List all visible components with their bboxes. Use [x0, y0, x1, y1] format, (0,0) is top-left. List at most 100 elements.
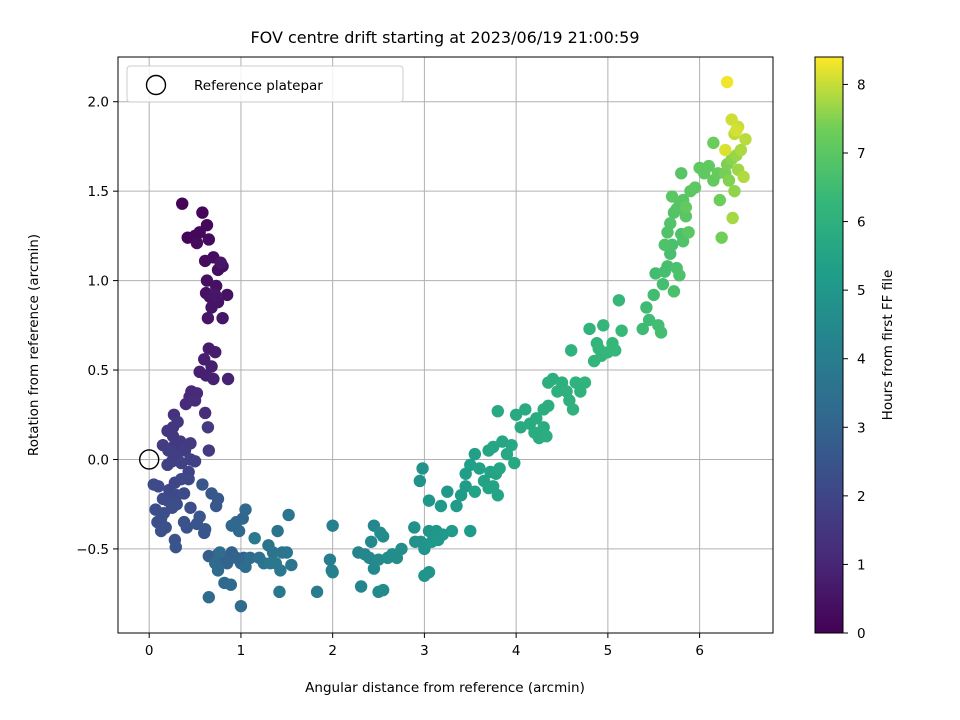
colorbar-tick-label: 7 [857, 146, 866, 162]
data-point [665, 190, 679, 203]
x-tick-label: 3 [420, 643, 429, 659]
data-point [413, 474, 427, 488]
data-point [583, 322, 596, 336]
data-point [725, 113, 738, 126]
data-point [196, 478, 209, 491]
data-point [493, 462, 506, 475]
data-point [248, 531, 261, 545]
data-point [734, 143, 748, 157]
x-tick-label: 1 [237, 643, 246, 659]
data-point [323, 553, 337, 566]
data-point [636, 322, 649, 336]
data-point [176, 197, 189, 210]
data-point [182, 472, 195, 486]
data-point [728, 184, 741, 198]
data-point [177, 487, 191, 500]
plot-frame [117, 56, 774, 634]
data-point [326, 519, 339, 532]
data-point [656, 277, 670, 291]
data-point [202, 444, 216, 457]
data-point [188, 455, 202, 468]
data-point [487, 440, 500, 454]
data-point [188, 394, 202, 407]
legend-label: Reference platepar [194, 78, 323, 94]
data-point [422, 494, 436, 507]
data-point [642, 313, 656, 327]
y-tick-label: 2.0 [88, 95, 109, 111]
data-point [264, 557, 277, 570]
legend: Reference platepar [126, 65, 404, 103]
data-point [664, 217, 677, 230]
data-point [450, 499, 463, 513]
data-point [647, 288, 660, 302]
data-point [201, 311, 215, 325]
data-points [147, 75, 752, 613]
data-point [519, 403, 532, 416]
data-point [354, 580, 368, 593]
data-point [464, 524, 477, 538]
x-axis-ticks: 0 1 2 3 4 5 6 [145, 633, 704, 659]
data-point [722, 174, 736, 187]
x-tick-label: 0 [145, 643, 154, 659]
data-point [612, 294, 626, 307]
data-point [216, 311, 229, 325]
data-point [661, 260, 674, 273]
colorbar-tick-label: 8 [857, 77, 866, 93]
data-point [273, 585, 286, 599]
data-point [688, 181, 702, 194]
colorbar-tick-label: 3 [857, 420, 866, 436]
data-point [149, 503, 162, 516]
data-point [564, 344, 578, 357]
data-point [542, 399, 555, 413]
data-point [702, 159, 715, 173]
data-point [422, 565, 436, 579]
data-point [459, 480, 472, 493]
data-point [720, 75, 734, 89]
data-point [530, 412, 543, 425]
data-point [280, 546, 293, 559]
data-point [676, 235, 690, 248]
data-point [202, 233, 216, 246]
data-point [416, 462, 429, 475]
data-point [202, 591, 216, 604]
y-tick-label: 1.0 [88, 274, 109, 290]
data-point [713, 193, 726, 207]
data-point [221, 372, 235, 386]
data-point [282, 508, 295, 522]
data-point [239, 503, 252, 516]
data-point [737, 170, 750, 184]
x-tick-label: 4 [512, 643, 521, 659]
data-point [266, 546, 280, 559]
data-point [609, 344, 622, 357]
data-point [508, 456, 521, 470]
y-tick-label: 0.5 [88, 363, 109, 379]
data-point [170, 498, 183, 511]
data-point [147, 478, 160, 491]
legend-box [126, 65, 404, 103]
data-point [154, 524, 168, 538]
data-point [213, 546, 227, 559]
data-point [209, 279, 223, 293]
data-point [445, 524, 459, 538]
data-point [220, 288, 234, 302]
data-point [374, 526, 387, 540]
data-point [615, 324, 628, 337]
data-point [193, 226, 206, 239]
data-point [200, 274, 214, 287]
data-point [408, 521, 421, 534]
data-point [180, 521, 194, 534]
data-point [209, 288, 222, 302]
colorbar-tick-label: 5 [857, 283, 866, 299]
data-point [654, 326, 668, 339]
legend-marker [145, 74, 167, 96]
data-point [363, 551, 376, 565]
data-point [441, 485, 454, 498]
data-point [726, 211, 739, 225]
data-point [673, 269, 686, 282]
data-point [175, 456, 188, 470]
data-point [198, 406, 212, 420]
data-point [682, 226, 695, 239]
data-point [274, 564, 287, 577]
